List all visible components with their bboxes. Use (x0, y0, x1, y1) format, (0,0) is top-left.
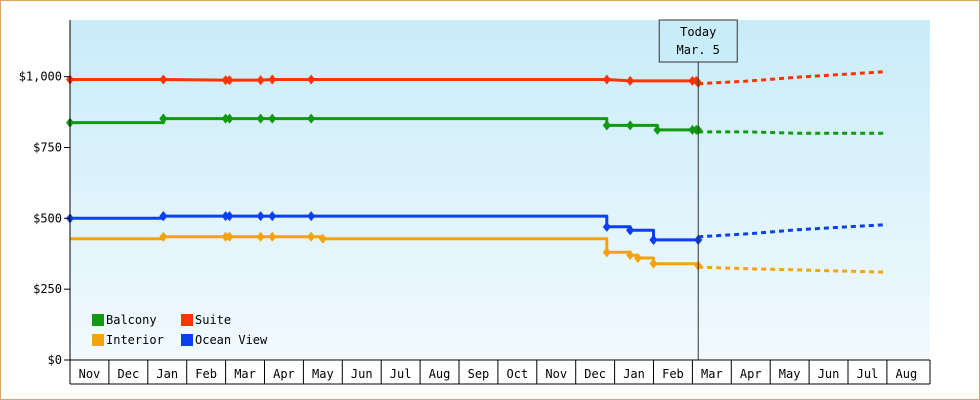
data-point-marker (159, 113, 168, 124)
data-point-marker (649, 258, 658, 269)
x-month-label: Jan (156, 367, 178, 381)
data-point-marker (307, 211, 316, 222)
today-label-title: Today (680, 25, 716, 39)
data-point-marker (256, 231, 265, 242)
legend-label: Interior (106, 333, 164, 347)
x-month-label: Dec (584, 367, 606, 381)
data-point-marker (159, 231, 168, 242)
legend-label: Balcony (106, 313, 157, 327)
series-line (70, 78, 700, 84)
data-point-marker (225, 211, 234, 222)
data-point-marker (626, 75, 635, 86)
x-month-label: Feb (195, 367, 217, 381)
today-label-box (658, 19, 738, 63)
x-month-label: Jan (623, 367, 645, 381)
series-forecast-line (698, 130, 887, 135)
data-point-marker (307, 113, 316, 124)
x-month-label: Jul (857, 367, 879, 381)
data-point-marker (649, 234, 658, 245)
legend-swatch (181, 314, 193, 326)
data-point-marker (633, 253, 642, 263)
data-point-marker (602, 120, 611, 131)
data-point-marker (159, 74, 168, 85)
data-point-marker (225, 113, 234, 124)
x-month-label: Mar (701, 367, 723, 381)
x-month-label: Oct (507, 367, 529, 381)
x-month-label: Feb (662, 367, 684, 381)
x-month-label: Dec (118, 367, 140, 381)
x-month-label: Jun (351, 367, 373, 381)
data-point-marker (159, 211, 168, 222)
legend-swatch (92, 314, 104, 326)
plot-area (70, 20, 930, 360)
data-point-marker (307, 231, 316, 242)
data-point-marker (626, 225, 635, 236)
x-month-label: Jun (818, 367, 840, 381)
data-point-marker (256, 113, 265, 124)
x-month-label: Apr (740, 367, 762, 381)
x-month-label: May (779, 367, 801, 381)
data-point-marker (268, 74, 277, 85)
data-point-marker (256, 75, 265, 86)
x-month-label: May (312, 367, 334, 381)
data-point-marker (268, 231, 277, 242)
legend-label: Ocean View (195, 333, 268, 347)
data-point-marker (268, 113, 277, 124)
legend-swatch (92, 334, 104, 346)
data-point-marker (268, 211, 277, 222)
x-month-label: Nov (79, 367, 101, 381)
x-month-label: Mar (234, 367, 256, 381)
data-point-marker (256, 211, 265, 222)
data-point-marker (602, 247, 611, 258)
data-point-marker (653, 124, 662, 135)
data-point-marker (225, 231, 234, 242)
x-month-label: Aug (896, 367, 918, 381)
series-forecast-line (698, 223, 887, 239)
data-point-marker (307, 74, 316, 85)
data-point-marker (318, 233, 327, 244)
y-tick-label: $500 (33, 211, 62, 225)
x-month-label: Apr (273, 367, 295, 381)
data-point-marker (602, 221, 611, 232)
x-month-label: Nov (545, 367, 567, 381)
series-forecast-line (698, 265, 887, 274)
x-month-label: Sep (468, 367, 490, 381)
data-point-marker (225, 75, 234, 86)
today-label-date: Mar. 5 (677, 43, 720, 57)
y-tick-label: $1,000 (19, 70, 62, 84)
x-month-label: Aug (429, 367, 451, 381)
data-point-marker (626, 120, 635, 131)
x-month-label: Jul (390, 367, 412, 381)
data-point-marker (602, 74, 611, 85)
series-forecast-line (698, 70, 887, 86)
legend-swatch (181, 334, 193, 346)
data-point-marker (626, 250, 635, 261)
legend-label: Suite (195, 313, 231, 327)
y-tick-label: $0 (48, 353, 62, 367)
y-tick-label: $750 (33, 141, 62, 155)
y-tick-label: $250 (33, 282, 62, 296)
